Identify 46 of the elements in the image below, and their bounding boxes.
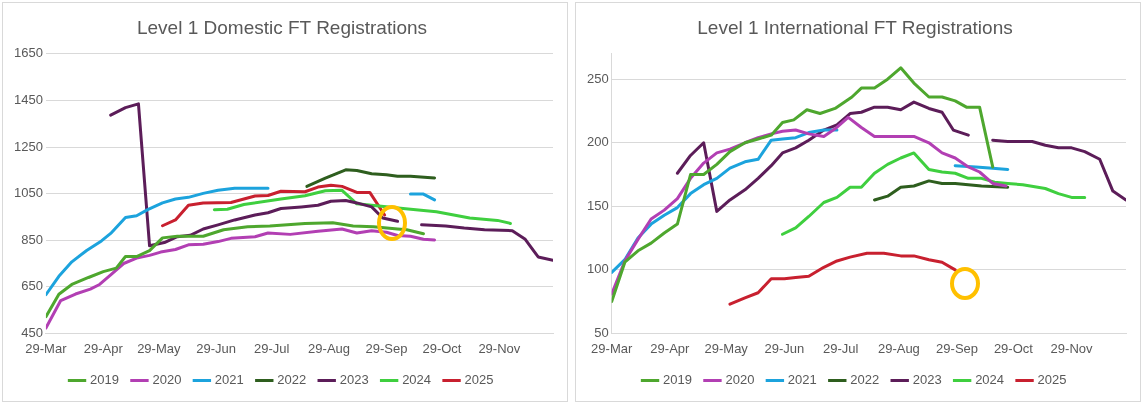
- x-tick-label: 29-Mar: [25, 340, 68, 356]
- x-tick-label: 29-Oct: [993, 340, 1034, 356]
- legend-label: 2021: [787, 372, 817, 388]
- x-tick-label: 29-Apr: [83, 340, 124, 356]
- y-tick-label: 1250: [14, 138, 43, 154]
- legend-label: 2022: [850, 372, 880, 388]
- y-tick-label: 850: [21, 231, 43, 247]
- x-tick-label: 29-May: [137, 340, 181, 356]
- legend-label: 2023: [339, 372, 369, 388]
- y-tick-label: 100: [586, 261, 609, 277]
- legend-label: 2024: [975, 372, 1005, 388]
- y-tick-label: 150: [586, 197, 609, 213]
- x-tick-label: 29-Apr: [650, 340, 691, 356]
- legend-label: 2025: [1037, 372, 1067, 388]
- x-tick-label: 29-Jun: [764, 340, 805, 356]
- y-tick-label: 200: [586, 134, 609, 150]
- legend-label: 2022: [277, 372, 307, 388]
- legend-label: 2019: [663, 372, 692, 388]
- y-tick-label: 1450: [14, 91, 43, 107]
- x-tick-label: 29-Jul: [822, 340, 859, 356]
- x-tick-label: 29-May: [704, 340, 749, 356]
- legend-label: 2023: [912, 372, 942, 388]
- legend-label: 2019: [90, 372, 119, 388]
- chart-title: Level 1 Domestic FT Registrations: [136, 16, 428, 38]
- x-tick-label: 29-Nov: [478, 340, 521, 356]
- x-tick-label: 29-Sep: [365, 340, 408, 356]
- x-tick-label: 29-Sep: [936, 340, 979, 356]
- x-tick-label: 29-Aug: [308, 340, 351, 356]
- y-tick-label: 250: [586, 70, 609, 86]
- legend-label: 2024: [402, 372, 432, 388]
- x-tick-label: 29-Jul: [253, 340, 290, 356]
- chart-title: Level 1 International FT Registrations: [697, 16, 1013, 38]
- y-tick-label: 50: [594, 324, 609, 340]
- legend-label: 2025: [464, 372, 494, 388]
- legend-label: 2020: [152, 372, 182, 388]
- x-tick-label: 29-Mar: [591, 340, 633, 356]
- x-tick-label: 29-Jun: [196, 340, 237, 356]
- y-tick-label: 650: [21, 278, 43, 294]
- x-tick-label: 29-Nov: [1050, 340, 1094, 356]
- x-tick-label: 29-Oct: [422, 340, 462, 356]
- legend-label: 2020: [725, 372, 755, 388]
- legend-label: 2021: [214, 372, 244, 388]
- y-tick-label: 1050: [14, 185, 43, 201]
- x-tick-label: 29-Aug: [877, 340, 920, 356]
- y-tick-label: 1650: [14, 45, 43, 61]
- y-tick-label: 450: [21, 324, 43, 340]
